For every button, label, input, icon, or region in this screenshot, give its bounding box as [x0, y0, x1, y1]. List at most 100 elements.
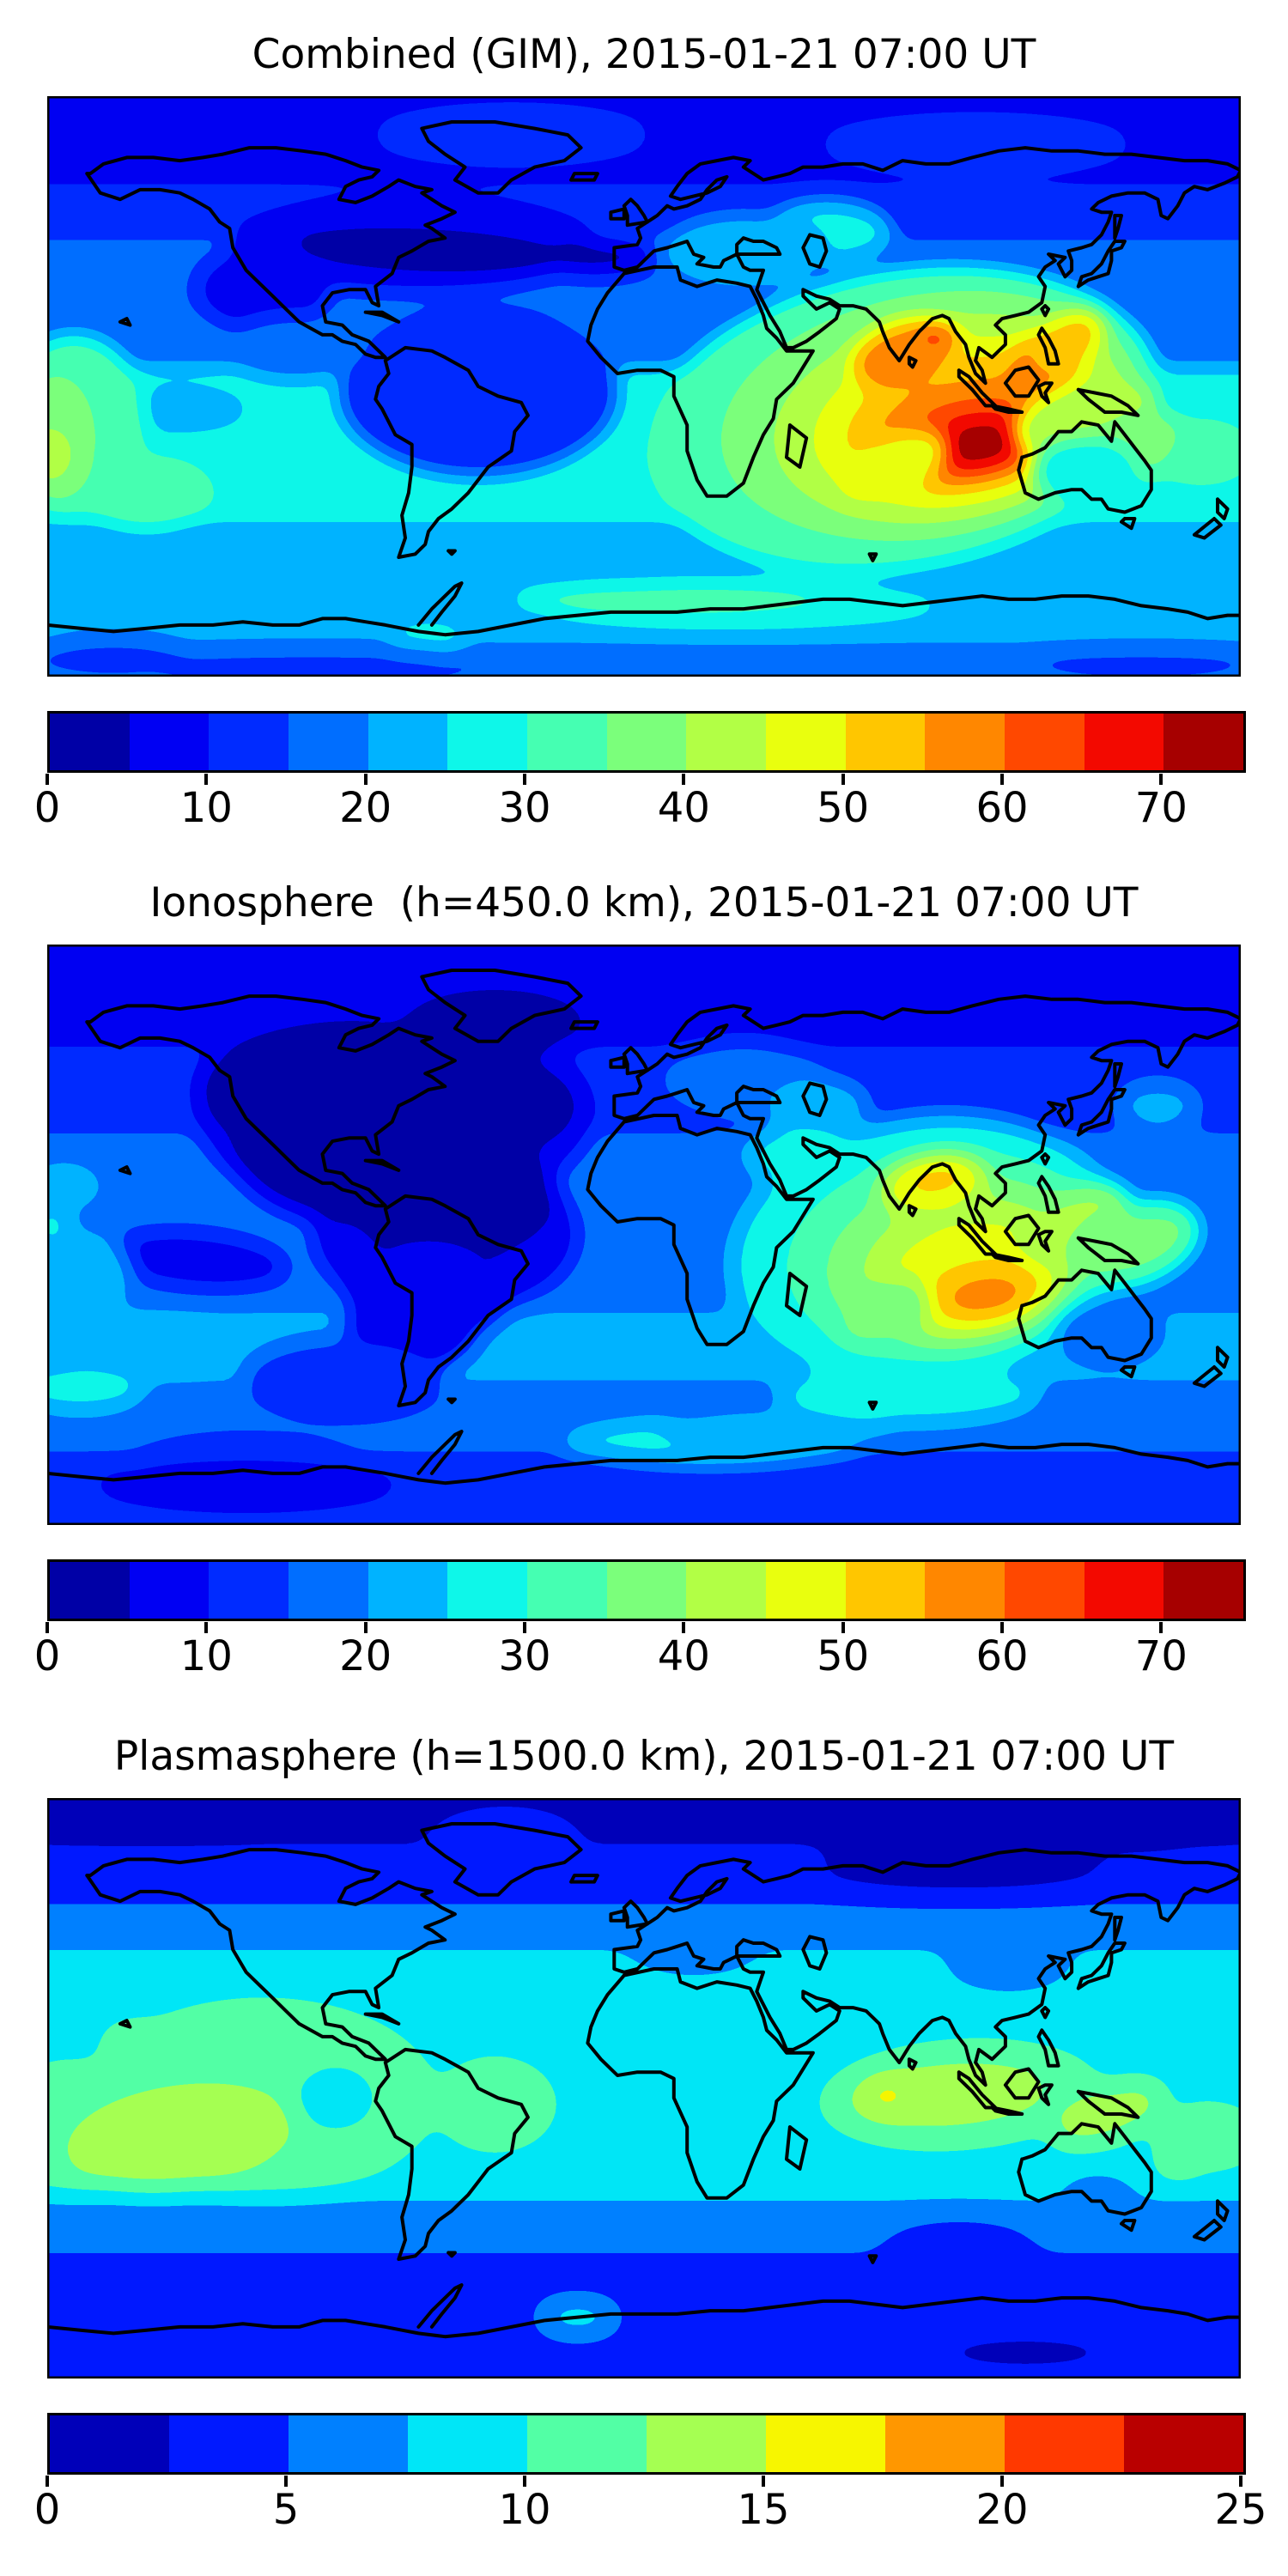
colorbar-segment [1124, 2415, 1243, 2472]
colorbar-segment [766, 2415, 885, 2472]
colorbar-tick [1000, 774, 1004, 785]
colorbar-tick-label: 20 [339, 784, 392, 832]
colorbar-segment [447, 1562, 528, 1619]
colorbar-segment [169, 2415, 289, 2472]
colorbar-segment [885, 2415, 1005, 2472]
colorbar-segment [447, 714, 528, 770]
colorbar-segment [209, 714, 289, 770]
colorbar-segment [289, 1562, 368, 1619]
panel-ionosphere-map [47, 945, 1241, 1525]
colorbar-tick [762, 2476, 765, 2487]
colorbar-tick-label: 0 [33, 1632, 61, 1680]
colorbar-segment [1005, 2415, 1124, 2472]
colorbar-segment [527, 2415, 647, 2472]
colorbar-tick-label: 30 [498, 784, 551, 832]
colorbar-segment [925, 1562, 1005, 1619]
colorbar-segment [845, 714, 926, 770]
panel-ionosphere-title: Ionosphere (h=450.0 km), 2015-01-21 07:0… [149, 879, 1139, 927]
colorbar-tick-label: 5 [272, 2486, 300, 2534]
colorbar-tick-label: 70 [1134, 1632, 1188, 1680]
colorbar-tick-label: 0 [33, 784, 61, 832]
panel-combined: Combined (GIM), 2015-01-21 07:00 UT 0 10 2… [0, 0, 1288, 848]
map-svg [47, 96, 1241, 677]
colorbar-segment [1005, 714, 1084, 770]
map-svg [47, 945, 1241, 1525]
colorbar-segment [368, 714, 448, 770]
colorbar-tick-label: 30 [498, 1632, 551, 1680]
colorbar-tick-label: 10 [179, 1632, 233, 1680]
colorbar-segment [50, 2415, 169, 2472]
colorbar-segment [1163, 1562, 1244, 1619]
map-svg [47, 1798, 1241, 2379]
coastlines [47, 969, 1241, 1485]
colorbar-tick [1000, 1622, 1004, 1633]
colorbar-segment [129, 714, 210, 770]
colorbar-segment [408, 2415, 527, 2472]
coastlines [47, 1822, 1241, 2339]
colorbar-tick-label: 50 [817, 784, 870, 832]
colorbar-tick [1000, 2476, 1004, 2487]
colorbar-segment [209, 1562, 289, 1619]
colorbar-tick [523, 2476, 526, 2487]
colorbar-tick [204, 774, 209, 785]
colorbar-tick-label: 10 [179, 784, 233, 832]
contour-field [47, 945, 1241, 1525]
colorbar-segment [766, 714, 846, 770]
panel-plasmasphere-map [47, 1798, 1241, 2379]
colorbar-segment [289, 2415, 408, 2472]
colorbar-tick-label: 40 [657, 1632, 710, 1680]
colorbar-segment [1084, 1562, 1164, 1619]
panel-combined-title: Combined (GIM), 2015-01-21 07:00 UT [252, 31, 1036, 78]
panel-ionosphere-colorbar [47, 1559, 1246, 1621]
colorbar-tick [46, 1622, 49, 1633]
colorbar-segment [50, 714, 130, 770]
colorbar-segment [686, 714, 767, 770]
colorbar-segment [606, 714, 687, 770]
colorbar-tick [523, 774, 526, 785]
colorbar-tick-label: 20 [975, 2486, 1029, 2534]
colorbar-segment [1084, 714, 1164, 770]
colorbar-tick [682, 774, 686, 785]
colorbar-tick [363, 774, 368, 785]
panel-plasmasphere-colorbar [47, 2413, 1246, 2475]
colorbar-tick [841, 1622, 845, 1633]
colorbar-tick [204, 1622, 209, 1633]
colorbar-segment [766, 1562, 846, 1619]
colorbar-tick [1159, 1622, 1163, 1633]
colorbar-segment [647, 2415, 766, 2472]
panel-plasmasphere-title: Plasmasphere (h=1500.0 km), 2015-01-21 0… [113, 1733, 1175, 1780]
colorbar-tick-label: 60 [975, 784, 1029, 832]
colorbar-tick-label: 20 [339, 1632, 392, 1680]
panel-combined-colorbar [47, 711, 1246, 773]
colorbar-tick [841, 774, 845, 785]
colorbar-tick-label: 40 [657, 784, 710, 832]
colorbar-segment [686, 1562, 767, 1619]
colorbar-segment [289, 714, 368, 770]
colorbar-tick-label: 60 [975, 1632, 1029, 1680]
panel-plasmasphere: Plasmasphere (h=1500.0 km), 2015-01-21 0… [0, 1702, 1288, 2550]
panel-ionosphere: Ionosphere (h=450.0 km), 2015-01-21 07:0… [0, 848, 1288, 1697]
contour-field [47, 1798, 1241, 2379]
colorbar-segment [527, 1562, 607, 1619]
coastlines [47, 120, 1241, 637]
colorbar-tick [1159, 774, 1163, 785]
contour-field [47, 96, 1241, 677]
colorbar-tick [682, 1622, 686, 1633]
colorbar-segment [527, 714, 607, 770]
colorbar-segment [50, 1562, 130, 1619]
colorbar-segment [925, 714, 1005, 770]
colorbar-segment [368, 1562, 448, 1619]
colorbar-segment [129, 1562, 210, 1619]
colorbar-segment [606, 1562, 687, 1619]
colorbar-tick [363, 1622, 368, 1633]
colorbar-tick [46, 2476, 49, 2487]
colorbar-tick [284, 2476, 288, 2487]
colorbar-tick-label: 70 [1134, 784, 1188, 832]
colorbar-tick-label: 10 [498, 2486, 551, 2534]
colorbar-tick [523, 1622, 526, 1633]
colorbar-tick-label: 0 [33, 2486, 61, 2534]
colorbar-segment [845, 1562, 926, 1619]
colorbar-segment [1005, 1562, 1084, 1619]
colorbar-segment [1163, 714, 1244, 770]
panel-combined-map [47, 96, 1241, 677]
